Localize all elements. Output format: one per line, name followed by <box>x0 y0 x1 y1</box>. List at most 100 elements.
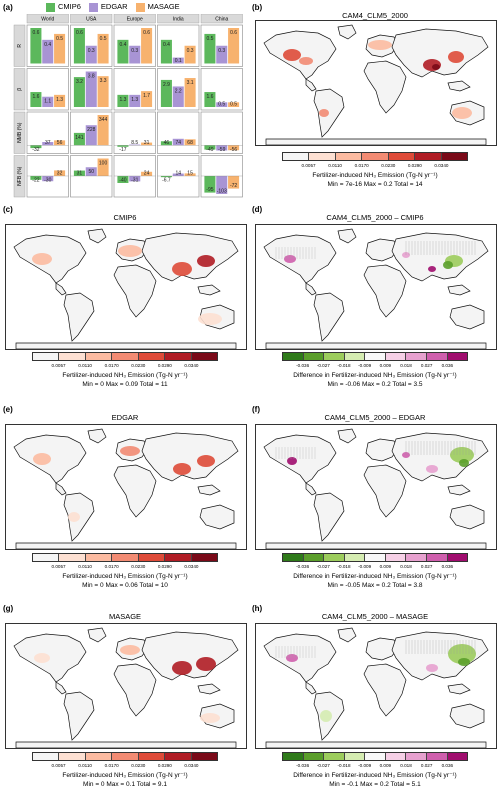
bar-value-label: 24 <box>144 170 150 176</box>
colorbar-label-c: Fertilizer-induced NH₃ Emission (Tg-N yr… <box>62 372 188 379</box>
bar-europe-0 <box>117 175 129 183</box>
bar-india-2 <box>184 45 196 64</box>
bar-value-label: 344 <box>99 117 108 123</box>
continent-shape <box>363 464 407 518</box>
bar-value-label: 8.5 <box>131 140 138 146</box>
bar-india-1 <box>172 173 184 176</box>
continent-shape <box>113 264 157 318</box>
legend-item-cmip6: CMIP6 <box>46 2 81 12</box>
bar-world-2 <box>54 140 66 146</box>
emission-hotspot <box>283 49 301 61</box>
bar-value-label: -40 <box>119 177 126 183</box>
stats-b: Min = 7e-16 Max = 0.2 Total = 14 <box>327 181 423 188</box>
colorbar-tick-label: 0.0340 <box>184 763 199 768</box>
emission-hotspot <box>172 661 192 675</box>
bar-world-0 <box>30 145 42 149</box>
legend-swatch-masage <box>135 2 145 12</box>
emission-hotspot <box>459 459 469 467</box>
continent-shape <box>15 542 237 549</box>
emission-hotspot <box>196 657 216 671</box>
bar-world-0 <box>30 175 42 180</box>
bar-china-1 <box>216 145 228 151</box>
continent-shape <box>113 663 157 717</box>
bar-value-label: 0.1 <box>175 58 182 64</box>
colorbar-swatch <box>85 353 113 360</box>
bar-value-label: 1.1 <box>44 99 51 105</box>
continent-shape <box>363 264 407 318</box>
continent-shape <box>391 432 489 482</box>
colorbar-ticks-c: 0.0057 0.0110 0.0170 0.0230 0.0290 0.0340 <box>32 363 218 371</box>
continent-shape <box>447 683 471 695</box>
bar-value-label: 3.3 <box>100 78 107 84</box>
colorbar-tick-label: 0.009 <box>379 763 392 768</box>
colorbar-tick-label: 0.0290 <box>157 363 172 368</box>
colorbar-tick-label: 0.018 <box>400 763 412 768</box>
colorbar-tick-label: 0.0110 <box>328 163 342 168</box>
continent-shape <box>197 683 221 695</box>
emission-hotspot <box>452 107 472 119</box>
continent-shape <box>63 691 95 741</box>
continent-shape <box>447 284 471 296</box>
colorbar-c <box>32 352 218 361</box>
bar-value-label: 1.7 <box>143 93 150 99</box>
bar-usa-2 <box>97 158 109 176</box>
bar-india-2 <box>184 139 196 146</box>
colorbar-swatch <box>138 353 166 360</box>
emission-hotspot <box>68 512 80 522</box>
legend-swatch-edgar <box>88 2 98 12</box>
legend-item-edgar: EDGAR <box>88 2 128 12</box>
bar-usa-0 <box>73 28 85 64</box>
bar-value-label: 14 <box>175 170 181 176</box>
colorbar-swatch <box>303 353 325 360</box>
colorbar-swatch <box>165 353 192 360</box>
bar-europe-2 <box>141 28 153 64</box>
bar-usa-1 <box>85 45 97 64</box>
colorbar-swatch <box>385 353 407 360</box>
colorbar-tick-label: 0.0230 <box>131 363 146 368</box>
bar-value-label: 31 <box>144 140 150 146</box>
bar-value-label: 0.3 <box>88 48 95 54</box>
bar-china-0 <box>204 175 216 193</box>
colorbar-swatch <box>365 554 386 561</box>
colorbar-swatch <box>85 753 113 760</box>
emission-hotspot <box>32 253 52 265</box>
colorbar-swatch <box>406 554 427 561</box>
colorbar-swatch <box>309 153 336 160</box>
continent-shape <box>391 232 489 282</box>
map-b <box>255 20 497 146</box>
continent-shape <box>337 228 357 244</box>
bar-value-label: -17 <box>119 147 126 153</box>
colorbar-tick-label: 0.027 <box>420 763 433 768</box>
colorbar-ticks-b: 0.0057 0.0110 0.0170 0.0230 0.0290 0.0340 <box>282 163 468 171</box>
bar-chart-grid: World USA Europe India China R 0.6 0.4 0.5 0.6 0.3… <box>13 14 243 198</box>
colorbar-label-b: Fertilizer-induced NH₃ Emission (Tg-N yr… <box>312 172 438 179</box>
emission-hotspot <box>448 51 464 63</box>
colorbar-ticks-h: -0.036 -0.027 -0.018 -0.009 0.009 0.018 0.027 0… <box>282 763 468 771</box>
emission-hotspot <box>426 465 438 473</box>
continent-shape <box>265 542 487 549</box>
region-header-india: India <box>173 17 184 23</box>
continent-shape <box>15 741 237 748</box>
colorbar-b <box>282 152 468 161</box>
bar-india-1 <box>172 86 184 107</box>
colorbar-tick-label: 0.0170 <box>104 564 119 569</box>
continent-shape <box>55 482 67 496</box>
emission-hotspot <box>118 245 142 257</box>
bar-china-2 <box>228 175 240 189</box>
metric-label: NFB (%) <box>17 166 23 186</box>
colorbar-swatch <box>324 554 345 561</box>
colorbar-swatch <box>324 753 345 760</box>
colorbar-tick-label: 0.0170 <box>354 163 369 168</box>
colorbar-tick-label: -0.009 <box>358 564 372 569</box>
bar-value-label: 0.6 <box>76 30 83 36</box>
bar-value-label: -59 <box>218 147 225 153</box>
colorbar-swatch <box>426 554 448 561</box>
bar-value-label: 0.5 <box>218 102 225 108</box>
colorbar-swatch <box>283 153 310 160</box>
continent-shape <box>363 663 407 717</box>
colorbar-swatch <box>406 353 427 360</box>
bar-europe-2 <box>141 91 153 107</box>
colorbar-tick-label: -0.027 <box>316 564 330 569</box>
emission-hotspot <box>172 262 192 276</box>
continent-shape <box>55 681 67 695</box>
